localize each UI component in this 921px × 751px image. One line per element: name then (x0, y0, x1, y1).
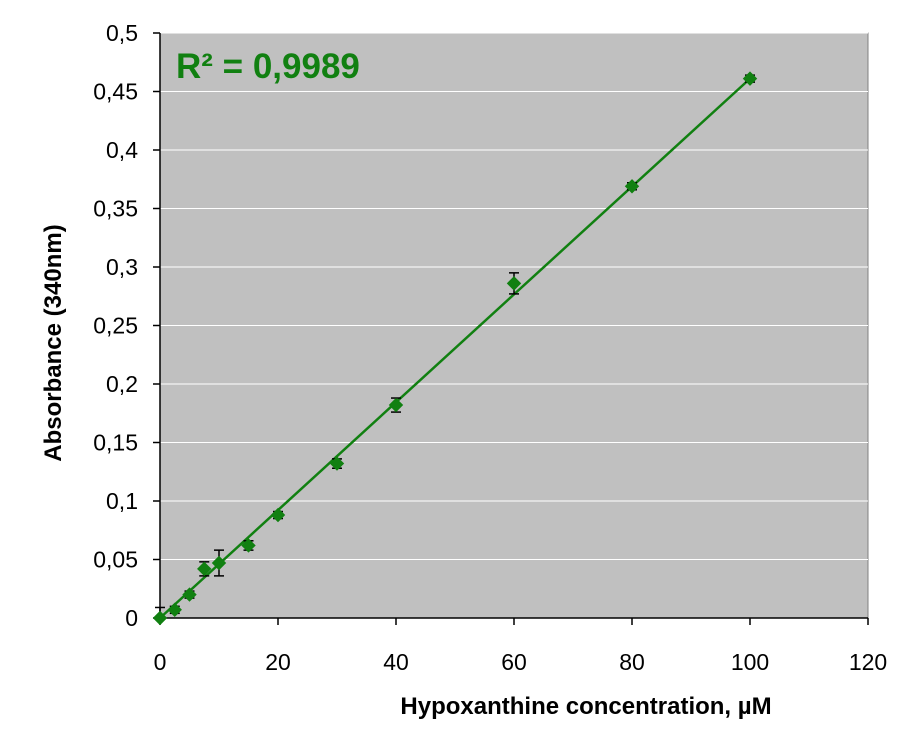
data-point (624, 179, 640, 194)
y-tick-label: 0,4 (106, 137, 138, 163)
x-tick-label: 40 (383, 649, 409, 675)
data-point (329, 456, 345, 471)
x-tick-label: 80 (619, 649, 645, 675)
y-tick-label: 0,25 (93, 313, 138, 339)
data-point (506, 276, 522, 291)
x-tick-label: 0 (154, 649, 167, 675)
data-point (241, 538, 256, 553)
y-tick-label: 0,2 (106, 371, 138, 397)
y-tick-label: 0,3 (106, 254, 138, 280)
x-tick-label: 120 (849, 649, 887, 675)
data-markers (152, 71, 758, 626)
y-tick-label: 0,1 (106, 488, 138, 514)
data-point (742, 71, 758, 86)
y-tick-label: 0,15 (93, 430, 138, 456)
y-tick-label: 0,05 (93, 547, 138, 573)
x-tick-label: 100 (731, 649, 769, 675)
x-axis-title: Hypoxanthine concentration, µM (400, 693, 771, 720)
r-squared-annotation: R² = 0,9989 (176, 47, 360, 86)
x-tick-label: 20 (265, 649, 291, 675)
y-tick-label: 0,45 (93, 79, 138, 105)
data-point (167, 602, 182, 618)
y-tick-label: 0 (125, 605, 138, 631)
data-point (152, 610, 168, 626)
x-tick-label: 60 (501, 649, 527, 675)
data-point (388, 397, 404, 413)
axis-ticks: 0 20 40 60 80 100 120 0 0,05 0,1 0,15 0,2 0,25 0,3 0,3… (93, 20, 887, 675)
y-tick-label: 0,5 (106, 20, 138, 46)
data-point (211, 555, 227, 571)
y-axis-title: Absorbance (340nm) (40, 224, 67, 461)
y-tick-label: 0,35 (93, 196, 138, 222)
data-point (270, 507, 286, 523)
trendline (159, 77, 751, 619)
data-point (182, 587, 197, 602)
trendline-segment (159, 77, 751, 619)
gridlines (160, 32, 868, 560)
data-point (197, 561, 212, 577)
